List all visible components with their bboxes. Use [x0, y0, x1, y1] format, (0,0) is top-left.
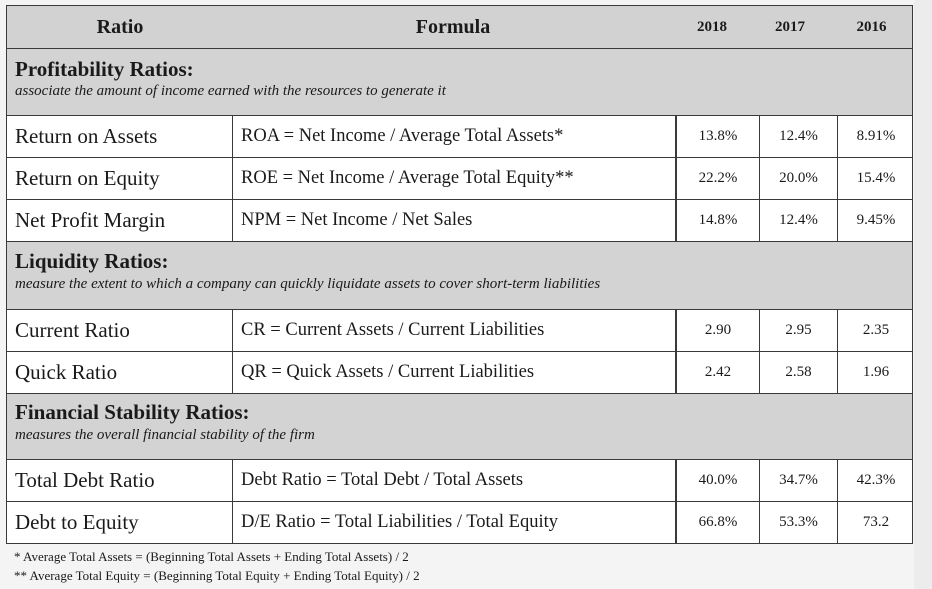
value-2018: 2.90 — [675, 310, 759, 351]
header-2017: 2017 — [775, 18, 805, 35]
table-row: Total Debt Ratio Debt Ratio = Total Debt… — [6, 459, 913, 502]
ratio-name: Total Debt Ratio — [15, 468, 155, 492]
value-2016: 8.91% — [837, 116, 914, 157]
footnote-assets: * Average Total Assets = (Beginning Tota… — [14, 549, 409, 564]
value-2017: 53.3% — [759, 502, 837, 543]
value-2016: 9.45% — [837, 200, 914, 241]
value-2018: 22.2% — [675, 158, 759, 199]
value-2018: 40.0% — [675, 460, 759, 501]
value-2017: 12.4% — [759, 200, 837, 241]
ratio-formula: Debt Ratio = Total Debt / Total Assets — [232, 460, 675, 501]
value-2016: 1.96 — [837, 352, 914, 393]
value-2017: 12.4% — [759, 116, 837, 157]
header-2018: 2018 — [697, 18, 727, 35]
table-row: Return on Assets ROA = Net Income / Aver… — [6, 115, 913, 158]
ratio-name: Return on Equity — [15, 166, 160, 190]
value-2018: 2.42 — [675, 352, 759, 393]
ratio-formula: NPM = Net Income / Net Sales — [232, 200, 675, 241]
value-2017: 2.58 — [759, 352, 837, 393]
table-row: Debt to Equity D/E Ratio = Total Liabili… — [6, 502, 913, 544]
value-2017: 20.0% — [759, 158, 837, 199]
footnote-equity: ** Average Total Equity = (Beginning Tot… — [14, 568, 420, 583]
table-row: Net Profit Margin NPM = Net Income / Net… — [6, 200, 913, 242]
ratio-formula: ROA = Net Income / Average Total Assets* — [232, 116, 675, 157]
table-header: Ratio Formula 2018 2017 2016 — [6, 5, 913, 49]
ratio-name: Quick Ratio — [15, 360, 118, 384]
ratio-name: Return on Assets — [15, 124, 158, 148]
ratio-name: Current Ratio — [15, 318, 130, 342]
section-liquidity: Liquidity Ratios: measure the extent to … — [6, 242, 913, 309]
section-profitability: Profitability Ratios: associate the amou… — [6, 49, 913, 115]
ratio-name: Debt to Equity — [15, 510, 139, 534]
ratio-name: Net Profit Margin — [15, 208, 166, 232]
value-2016: 73.2 — [837, 502, 914, 543]
ratio-formula: D/E Ratio = Total Liabilities / Total Eq… — [232, 502, 675, 543]
value-2016: 15.4% — [837, 158, 914, 199]
table-row: Quick Ratio QR = Quick Assets / Current … — [6, 352, 913, 394]
value-2018: 13.8% — [675, 116, 759, 157]
page-edge — [914, 0, 932, 589]
section-title: Financial Stability Ratios: — [15, 400, 250, 424]
section-title: Profitability Ratios: — [15, 57, 194, 81]
section-description: measures the overall financial stability… — [15, 427, 315, 443]
value-2018: 66.8% — [675, 502, 759, 543]
section-financial-stability: Financial Stability Ratios: measures the… — [6, 394, 913, 459]
header-ratio: Ratio — [96, 15, 144, 38]
value-2016: 2.35 — [837, 310, 914, 351]
section-description: measure the extent to which a company ca… — [15, 276, 601, 292]
table-row: Return on Equity ROE = Net Income / Aver… — [6, 158, 913, 200]
value-2017: 2.95 — [759, 310, 837, 351]
section-description: associate the amount of income earned wi… — [15, 83, 446, 99]
ratio-formula: ROE = Net Income / Average Total Equity*… — [232, 158, 675, 199]
header-2016: 2016 — [856, 18, 887, 35]
section-title: Liquidity Ratios: — [15, 249, 169, 273]
header-formula: Formula — [415, 15, 491, 38]
value-2018: 14.8% — [675, 200, 759, 241]
table-row: Current Ratio CR = Current Assets / Curr… — [6, 309, 913, 352]
ratio-formula: CR = Current Assets / Current Liabilitie… — [232, 310, 675, 351]
ratio-formula: QR = Quick Assets / Current Liabilities — [232, 352, 675, 393]
value-2016: 42.3% — [837, 460, 914, 501]
value-2017: 34.7% — [759, 460, 837, 501]
